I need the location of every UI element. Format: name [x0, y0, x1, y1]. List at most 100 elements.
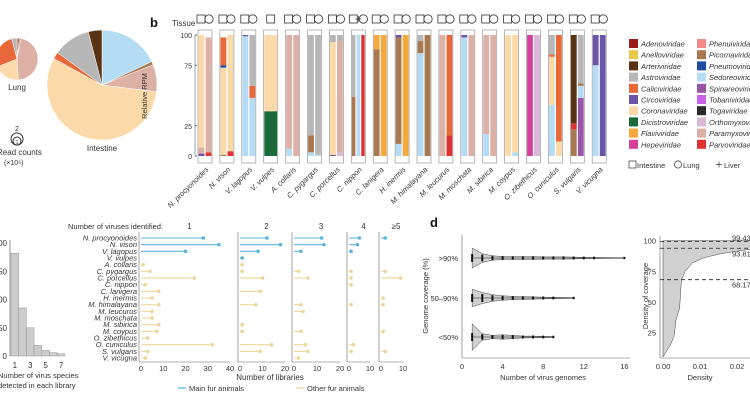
legend-swatch-sedoreoviridae: [697, 72, 706, 82]
legend-label-circoviridae: Circoviridae: [641, 96, 681, 105]
lollipop-head: [240, 256, 245, 260]
violin-point: [481, 334, 484, 340]
violin-point: [481, 254, 484, 262]
violin-xlabel: Number of virus genomes: [500, 373, 586, 382]
lollipop-xtick: 40: [226, 364, 234, 373]
legend-label-spinareoviridae: Spinareoviridae: [709, 84, 750, 93]
stack-segment-orthomyxoviridae: [534, 35, 540, 156]
lollipop-panel-1: [138, 232, 230, 363]
lung-icon: [510, 14, 521, 24]
stack-segment-paramyxoviridae: [490, 35, 497, 156]
lollipop-panel-4: [346, 232, 370, 363]
lollipop-species-label: O. cuniculus: [96, 340, 138, 349]
intestine-icon: [393, 14, 403, 24]
lollipop-species-label: V. lagopus: [102, 247, 137, 256]
ytick-75: 75: [184, 63, 192, 70]
stack-segment-sedoreoviridae: [249, 97, 256, 156]
density-ytick: 25: [648, 329, 656, 338]
legend-swatch-astroviridae: [629, 72, 638, 82]
size-legend-outer-value: 2: [15, 126, 19, 133]
tissue-legend-liver: Liver: [724, 161, 741, 170]
hist-ytick: 150: [0, 267, 8, 276]
tissue-label: Tissue: [172, 19, 196, 28]
violin-point: [532, 335, 535, 339]
species-column: [590, 14, 608, 164]
stack-segment-circoviridae: [599, 35, 606, 156]
violin-point: [623, 256, 626, 260]
stack-segment-paramyxoviridae: [483, 35, 490, 135]
panel-header: 3: [319, 222, 324, 231]
lollipop-xtick: 0: [292, 364, 296, 373]
violin-xtick: 0: [460, 362, 464, 371]
lung-icon: [674, 160, 682, 169]
legend-swatch-spinareoviridae: [697, 83, 706, 93]
lollipop-species-label: O. zibethicus: [94, 334, 138, 343]
lollipop-head: [150, 309, 154, 314]
stack-segment-circoviridae: [395, 35, 402, 38]
lollipop-head: [349, 249, 353, 254]
species-column: [568, 14, 586, 164]
legend-swatch-parvoviridae: [697, 139, 706, 149]
hist-xtick: 7: [59, 361, 64, 370]
stack-segment-sedoreoviridae: [512, 152, 518, 156]
ytick-0: 0: [188, 154, 192, 161]
intestine-icon: [240, 14, 250, 24]
hist-xlabel-line: detected in each library: [0, 381, 76, 390]
lollipop-species-label: V. vulpes: [107, 254, 138, 263]
lollipop-head: [351, 342, 356, 347]
stack-segment-picornaviridae: [308, 135, 314, 153]
lung-icon: [335, 14, 345, 24]
stack-segment-astroviridae: [308, 35, 314, 136]
histogram-bar: [26, 327, 35, 357]
violin-category-label: 50–90%: [430, 294, 458, 303]
lollipop-species-label: H. inermis: [103, 294, 137, 303]
density-xtick: 0.01: [693, 362, 708, 371]
lung-icon: [467, 14, 477, 24]
stack-segment-picornaviridae: [417, 41, 424, 54]
lollipop-head: [210, 342, 214, 347]
stack-segment-sedoreoviridae: [356, 35, 361, 156]
lollipop-head: [260, 276, 265, 280]
violin-point: [501, 295, 504, 301]
tissue-legend: [628, 160, 722, 169]
stack-segment-sedoreoviridae: [286, 148, 292, 156]
intestine-icon: [196, 14, 206, 24]
histogram-bar: [56, 353, 66, 357]
legend-label-adenoviridae: Adenoviridae: [640, 40, 685, 49]
stack-segment-caliciviridae: [446, 35, 453, 136]
lollipop-head: [217, 242, 221, 247]
lung-icon: [226, 14, 236, 24]
species-column: [415, 14, 433, 164]
lollipop-head: [150, 316, 154, 320]
lollipop-species-label: M. coypus: [103, 327, 137, 336]
species-column: [196, 14, 214, 164]
lung-icon: [358, 14, 368, 24]
violin-xtick: 12: [580, 362, 588, 371]
density-ytick: 75: [648, 267, 656, 276]
violin-point: [562, 256, 565, 260]
legend-swatch-phenuiviridae: [697, 39, 706, 48]
density-area: [662, 240, 750, 358]
panel-header: 1: [187, 222, 192, 231]
stack-segment-picornaviridae: [395, 37, 402, 144]
ytick-100: 100: [180, 33, 192, 40]
lollipop-head: [141, 262, 146, 267]
lollipop-xtick: 0: [379, 364, 383, 373]
lollipop-xtick: 0: [347, 364, 351, 373]
violin-point: [471, 254, 474, 262]
intestine-icon: [284, 14, 294, 24]
pie-slice-caliciviridae: [0, 38, 18, 66]
lollipop-head: [349, 302, 353, 307]
legend-swatch-circoviridae: [629, 95, 638, 104]
stack-segment-picornaviridae: [577, 83, 584, 86]
violin-point: [542, 256, 545, 260]
stack-segment-picornaviridae: [424, 35, 431, 156]
species-label: N. procyonoides: [166, 165, 211, 210]
stack-segment-orthomyxoviridae: [337, 152, 343, 156]
lollipop-head: [349, 349, 353, 354]
violin-point: [471, 333, 474, 341]
violin-point: [491, 295, 494, 301]
intestine-icon: [503, 14, 513, 24]
violin-category-label: <50%: [439, 333, 459, 342]
